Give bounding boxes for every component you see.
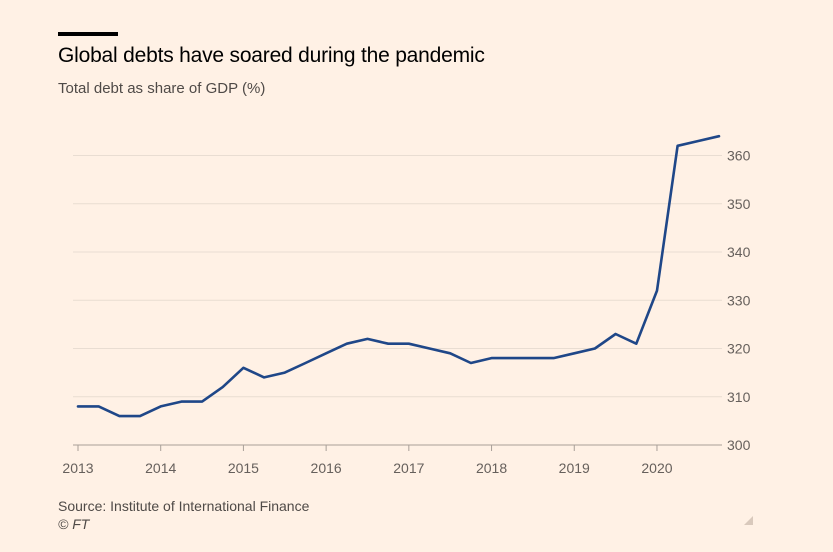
source-note: Source: Institute of International Finan…: [58, 498, 310, 514]
x-tick-label-2019: 2019: [559, 460, 590, 476]
title-accent-bar: [58, 32, 118, 36]
x-tick-label-2020: 2020: [641, 460, 672, 476]
y-tick-label-320: 320: [727, 341, 751, 357]
grid-layer: [73, 155, 722, 398]
x-tick-label-2017: 2017: [393, 460, 424, 476]
x-tick-label-2016: 2016: [311, 460, 342, 476]
chart-title: Global debts have soared during the pand…: [58, 44, 485, 67]
x-tick-label-2018: 2018: [476, 460, 507, 476]
copyright-credit: © FT: [58, 516, 90, 532]
chart-subtitle: Total debt as share of GDP (%): [58, 80, 266, 97]
x-tick-label-2013: 2013: [62, 460, 93, 476]
series-line-0: [76, 134, 721, 418]
y-tick-label-340: 340: [727, 244, 751, 260]
y-tick-label-300: 300: [727, 437, 751, 453]
y-tick-label-310: 310: [727, 389, 751, 405]
x-axis: 2013 2014 2015 2016 2017 2018 2019 2020: [62, 444, 722, 476]
x-tick-label-2014: 2014: [145, 460, 176, 476]
y-tick-label-360: 360: [727, 148, 751, 164]
y-tick-label-350: 350: [727, 196, 751, 212]
y-tick-label-330: 330: [727, 292, 751, 308]
resize-corner-icon: [744, 516, 753, 525]
y-axis: 300 310 320 330 340 350 360: [727, 148, 751, 454]
x-tick-label-2015: 2015: [228, 460, 259, 476]
series-layer: [76, 134, 721, 418]
